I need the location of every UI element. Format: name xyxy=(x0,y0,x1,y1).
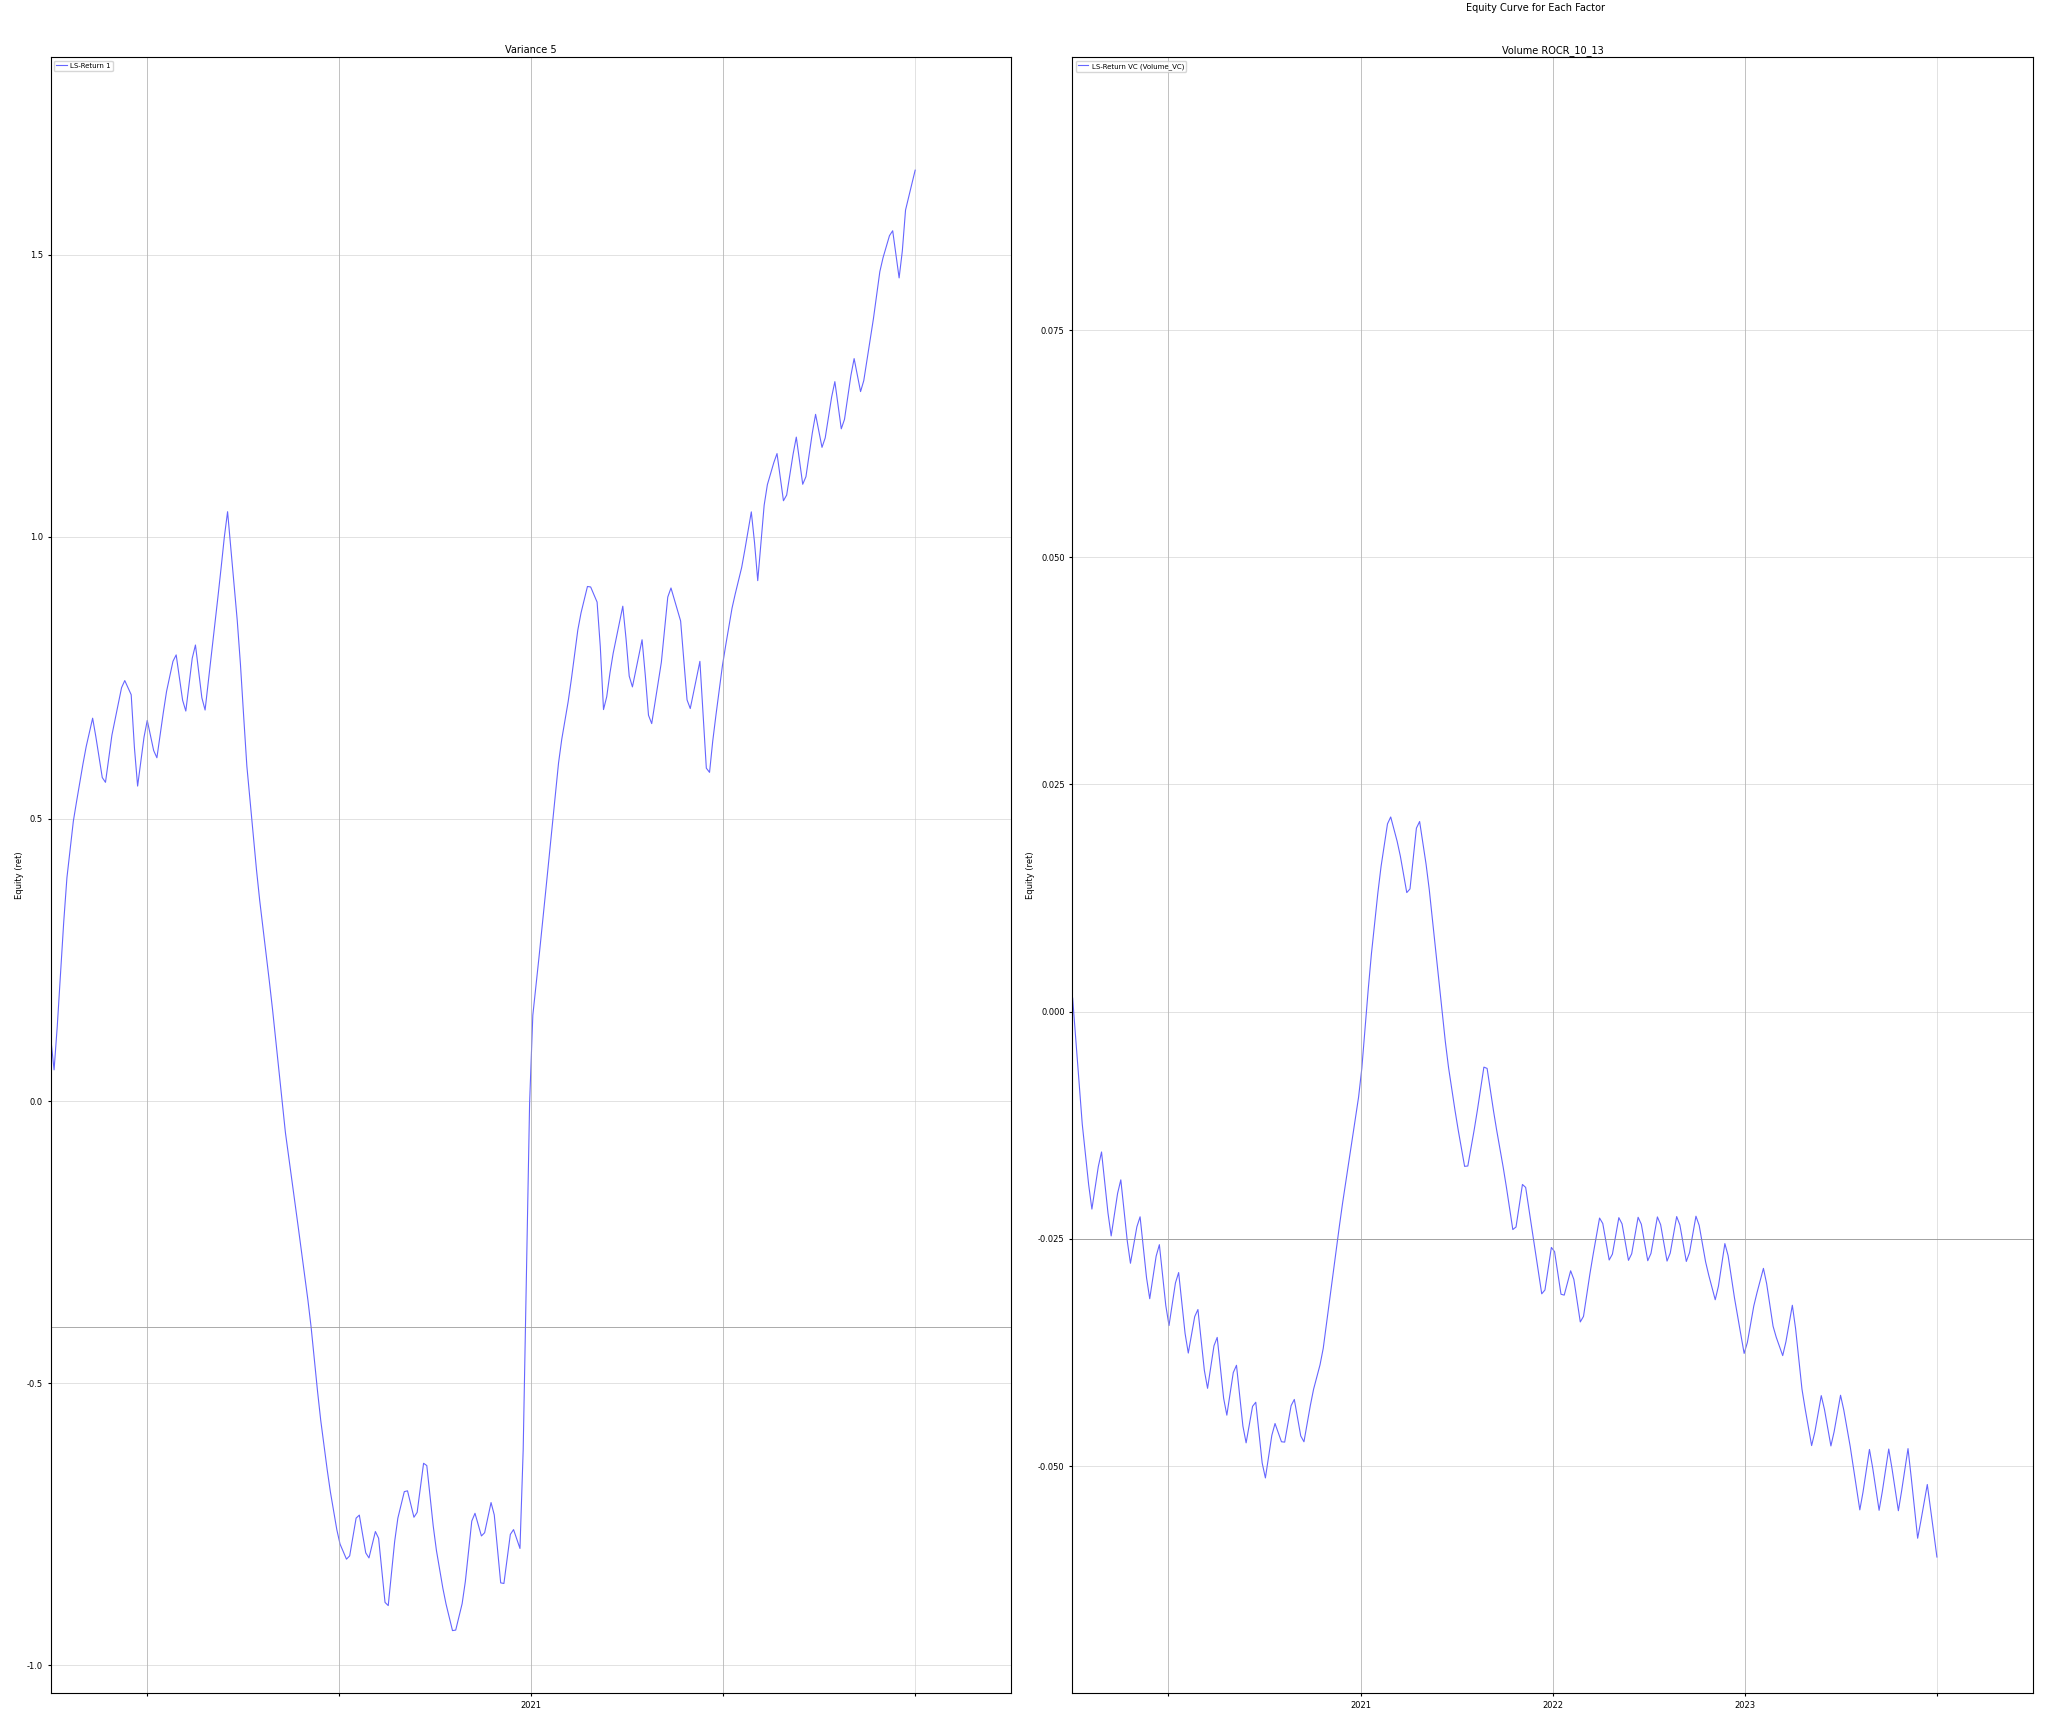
Title: Variance 5: Variance 5 xyxy=(506,45,557,55)
Legend: LS-Return 1: LS-Return 1 xyxy=(53,60,113,71)
Y-axis label: Equity (ret): Equity (ret) xyxy=(14,852,25,899)
Legend: LS-Return VC (Volume_VC): LS-Return VC (Volume_VC) xyxy=(1075,60,1186,72)
Title: Volume ROCR_10_13: Volume ROCR_10_13 xyxy=(1501,45,1604,57)
Y-axis label: Equity (ret): Equity (ret) xyxy=(1026,852,1034,899)
Text: Equity Curve for Each Factor: Equity Curve for Each Factor xyxy=(1466,3,1606,14)
